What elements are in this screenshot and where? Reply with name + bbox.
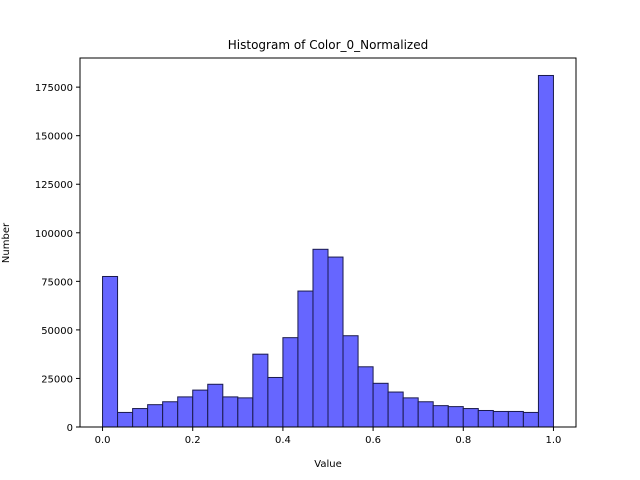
- x-tick-label: 0.6: [365, 435, 381, 446]
- y-tick-label: 125000: [35, 180, 73, 191]
- x-ticks: 0.0 0.2 0.4 0.6 0.8 1.0: [95, 427, 562, 446]
- histogram-bar: [297, 290, 314, 428]
- histogram-bar: [237, 397, 254, 428]
- histogram-bar: [282, 337, 299, 428]
- histogram-bar: [372, 382, 389, 428]
- histogram-bar: [342, 335, 359, 428]
- x-tick-label: 1.0: [546, 435, 562, 446]
- histogram-bar: [312, 248, 329, 428]
- histogram-bar: [522, 411, 539, 428]
- histogram-bar: [132, 408, 149, 428]
- chart-title: Histogram of Color_0_Normalized: [228, 38, 428, 52]
- x-tick-label: 0.4: [275, 435, 291, 446]
- histogram-bar: [387, 391, 404, 428]
- axes-frame: [79, 57, 577, 428]
- y-tick-label: 25000: [41, 374, 73, 385]
- y-tick-label: 150000: [35, 132, 73, 143]
- histogram-bar: [477, 409, 494, 428]
- histogram-bar: [162, 401, 179, 428]
- histogram-bar: [222, 396, 239, 428]
- histogram-bar: [492, 410, 509, 428]
- histogram-bar: [357, 366, 374, 428]
- histogram-bar: [192, 389, 209, 428]
- y-axis-label: Number: [1, 222, 12, 263]
- y-ticks: 0 25000 50000 75000 100000 125000 150000 175000: [35, 83, 80, 434]
- y-tick-label: 100000: [35, 229, 73, 240]
- histogram-bar: [462, 408, 479, 428]
- x-axis-label: Value: [314, 459, 341, 470]
- histogram-bar: [537, 74, 554, 428]
- y-tick-label: 0: [67, 423, 73, 434]
- histogram-bar: [177, 396, 194, 428]
- histogram-bar: [147, 404, 164, 428]
- y-tick-label: 175000: [35, 83, 73, 94]
- x-tick-label: 0.8: [455, 435, 471, 446]
- histogram-bar: [417, 401, 434, 428]
- histogram-bar: [102, 275, 119, 428]
- histogram-bar: [267, 376, 284, 428]
- histogram-bar: [432, 405, 449, 428]
- y-tick-label: 50000: [41, 326, 73, 337]
- histogram-bar: [252, 353, 269, 428]
- histogram-bar: [327, 256, 344, 428]
- histogram-bar: [402, 397, 419, 428]
- histogram-bar: [117, 411, 134, 428]
- x-tick-label: 0.0: [95, 435, 111, 446]
- histogram-bar: [207, 383, 224, 428]
- histogram-bar: [507, 410, 524, 428]
- histogram-bar: [447, 406, 464, 428]
- x-tick-label: 0.2: [185, 435, 201, 446]
- y-tick-label: 75000: [41, 277, 73, 288]
- bars-group: [102, 74, 554, 428]
